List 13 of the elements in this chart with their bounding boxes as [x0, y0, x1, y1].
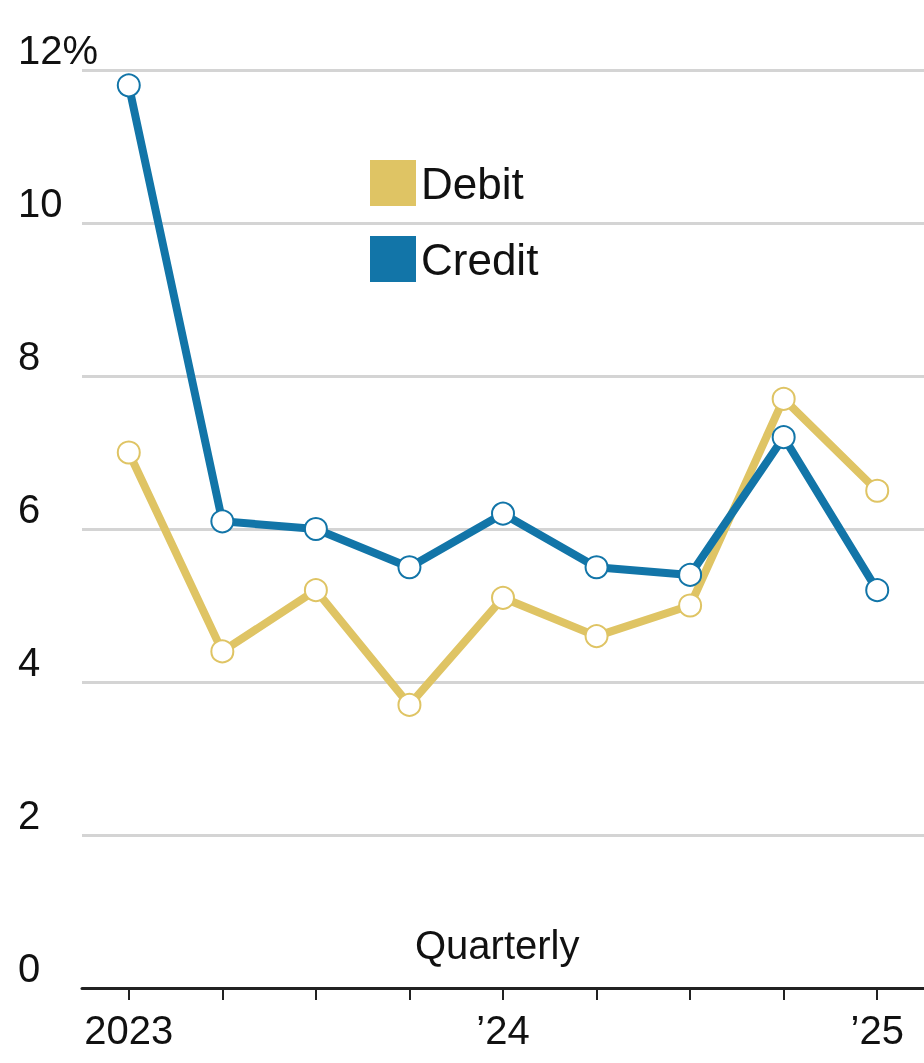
annotation: Quarterly	[415, 923, 580, 967]
y-tick-label: 4	[18, 640, 41, 684]
legend-label: Credit	[421, 234, 539, 284]
y-tick-label: 12%	[18, 28, 99, 72]
y-tick-label: 2	[18, 793, 41, 837]
y-tick-label: 6	[18, 487, 41, 531]
y-tick-label: 10	[18, 181, 63, 225]
y-tick-label: 0	[18, 946, 41, 990]
x-tick-label: 2023	[84, 1008, 174, 1052]
y-tick-label: 8	[18, 334, 41, 378]
legend-label: Debit	[421, 158, 524, 208]
x-tick-label: ’25	[850, 1008, 904, 1052]
x-tick-label: ’24	[476, 1008, 530, 1052]
